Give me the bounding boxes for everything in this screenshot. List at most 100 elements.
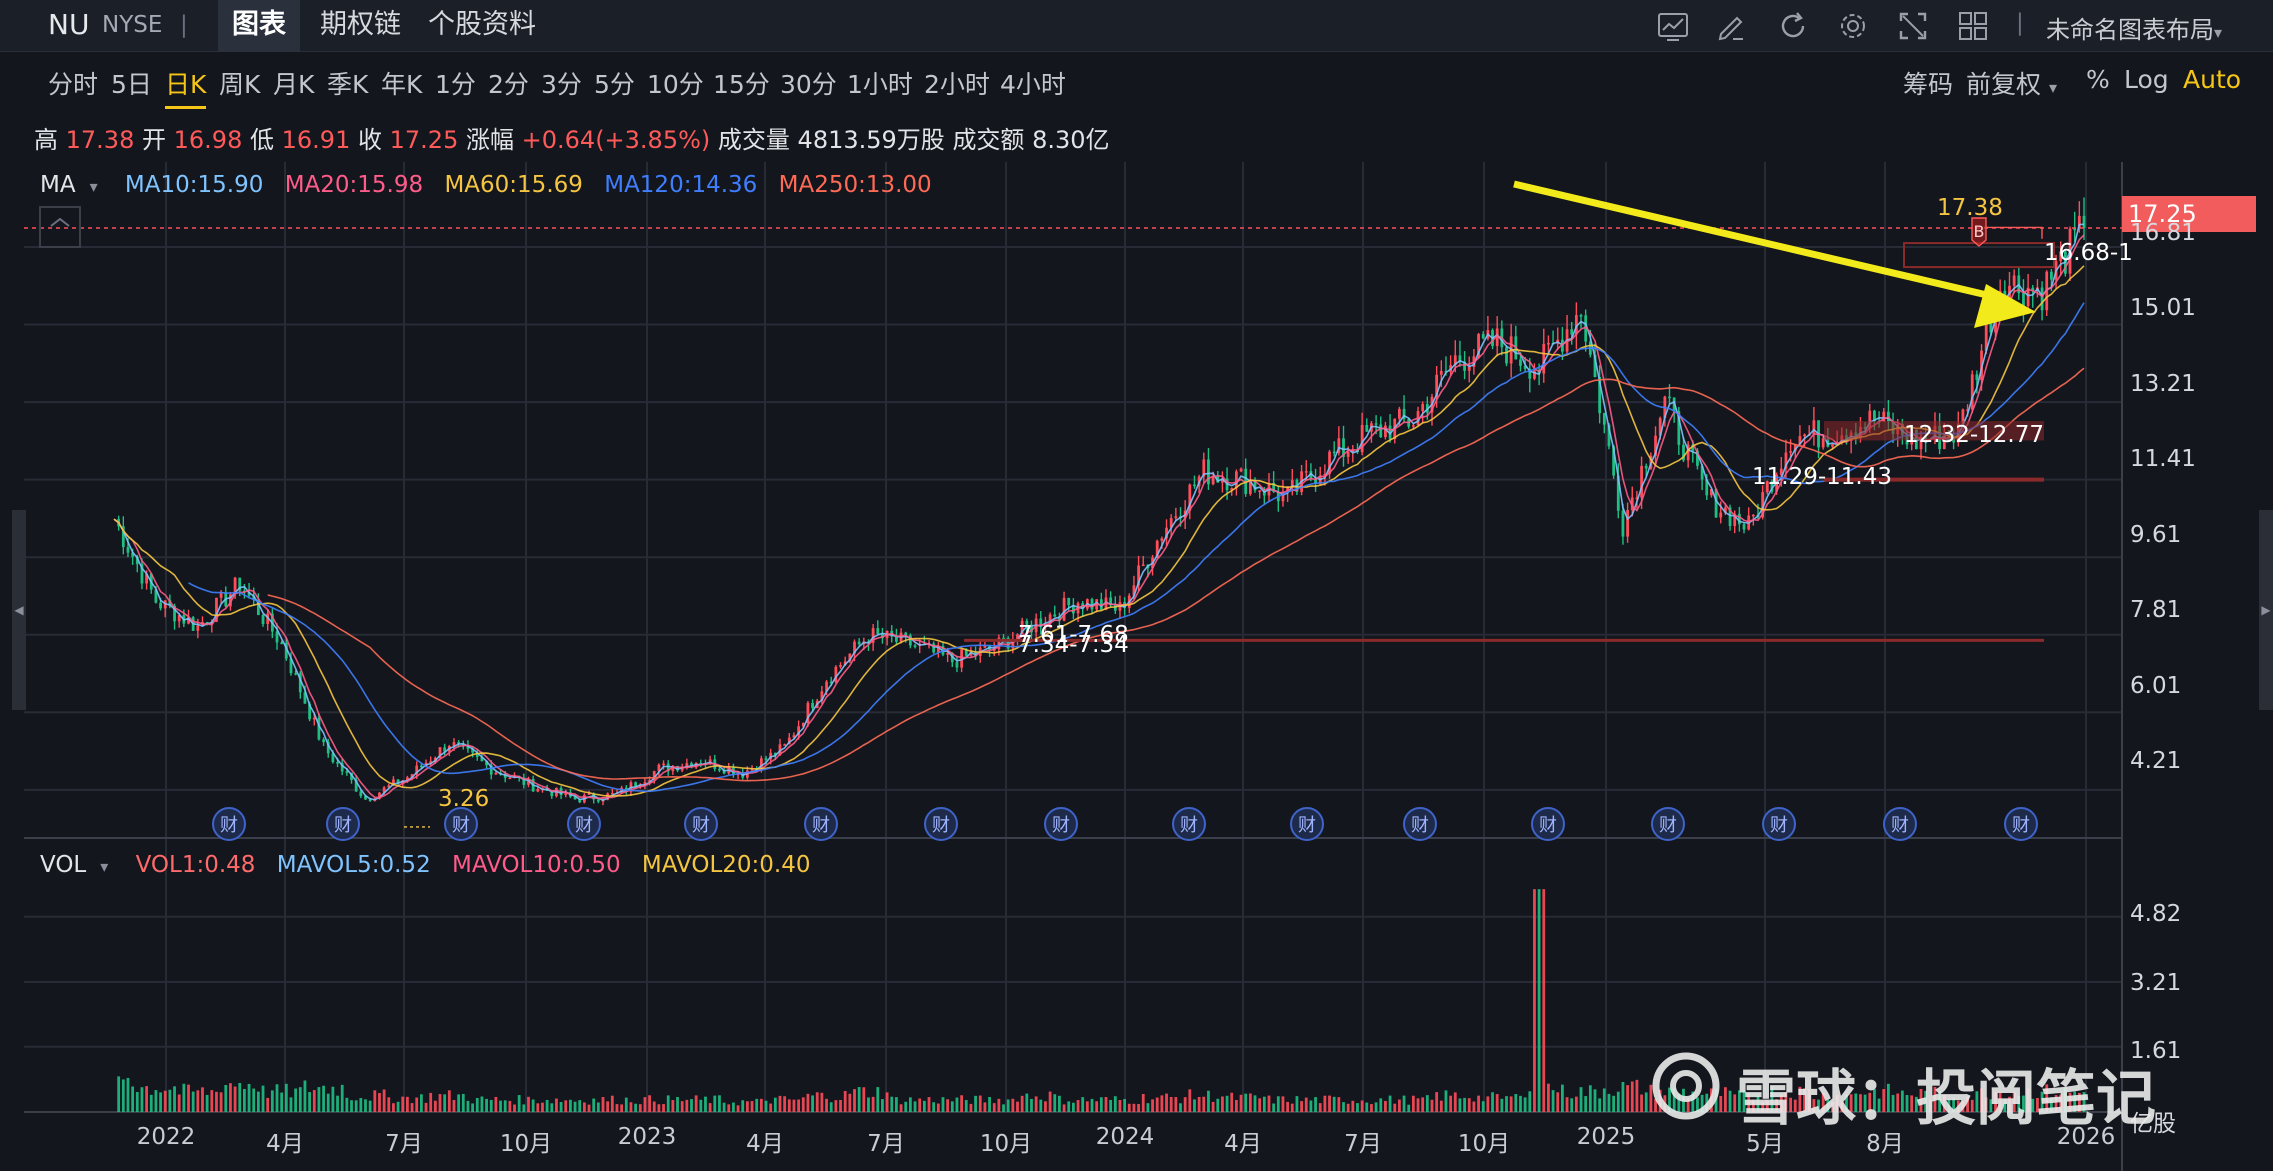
candle-body — [2059, 251, 2063, 262]
volume-bar — [396, 1101, 400, 1112]
vol-indicator-name[interactable]: VOL — [40, 852, 87, 878]
volume-bar — [592, 1098, 596, 1112]
candle-body — [1304, 471, 1308, 473]
volume-bar — [555, 1098, 558, 1112]
layout-dropdown[interactable]: 未命名图表布局▾ — [2046, 10, 2222, 45]
chips-button[interactable]: 筹码 — [1903, 70, 1954, 99]
left-panel-handle[interactable]: ◀ — [12, 510, 26, 710]
chart-icon[interactable] — [1655, 8, 1691, 44]
log-toggle[interactable]: Log — [2124, 65, 2169, 94]
volume-bar — [1840, 1100, 1844, 1112]
kline-chart[interactable]: B 财 财 财 财 财 财 财 财 财 财 财 财 财 财 财 财 — [24, 162, 2144, 1171]
chevron-down-icon[interactable]: ▾ — [100, 857, 109, 876]
refresh-icon[interactable] — [1775, 8, 1811, 44]
grid-layout-icon[interactable] — [1955, 8, 1991, 44]
support-range-3: 11.29-11.43 — [1752, 464, 1892, 490]
period-2min[interactable]: 2分 — [488, 70, 529, 99]
vol-unit-label: 亿股 — [2130, 1111, 2176, 1137]
price-axis[interactable]: 16.81 15.01 13.21 11.41 9.61 7.81 6.01 4… — [2122, 162, 2273, 842]
fullscreen-icon[interactable] — [1895, 8, 1931, 44]
period-15min[interactable]: 15分 — [713, 70, 770, 99]
candle-body — [1379, 424, 1383, 438]
period-1hour[interactable]: 1小时 — [847, 70, 913, 99]
period-5min[interactable]: 5分 — [594, 70, 635, 99]
candle-body — [1211, 476, 1215, 485]
volume-bar — [1803, 1088, 1806, 1112]
earnings-marker-label: 财 — [1539, 815, 1557, 836]
volume-bar — [1854, 1093, 1858, 1112]
period-30min[interactable]: 30分 — [780, 70, 837, 99]
volume-bar — [2040, 1091, 2044, 1112]
volume-bar — [839, 1100, 842, 1112]
period-monthly[interactable]: 月K — [273, 70, 315, 99]
volume-bar — [615, 1104, 619, 1112]
tab-chart[interactable]: 图表 — [218, 0, 300, 52]
period-4hour[interactable]: 4小时 — [1000, 70, 1066, 99]
chart-area[interactable]: B 财 财 财 财 财 财 财 财 财 财 财 财 财 财 财 财 MA ▾ MA10:15.90 MA20:15… — [24, 162, 2144, 1171]
ma10-line — [113, 223, 2085, 802]
right-panel-handle[interactable]: ▶ — [2259, 510, 2273, 710]
period-yearly[interactable]: 年K — [381, 70, 423, 99]
earnings-marker — [1403, 807, 1437, 841]
auto-toggle[interactable]: Auto — [2183, 65, 2242, 94]
period-2hour[interactable]: 2小时 — [924, 70, 990, 99]
tab-option-chain[interactable]: 期权链 — [320, 9, 401, 40]
period-quarterly[interactable]: 季K — [327, 70, 369, 99]
volume-bar — [843, 1090, 847, 1112]
volume-bar — [941, 1097, 945, 1112]
volume-bar — [461, 1093, 465, 1112]
volume-bar — [527, 1096, 530, 1112]
volume-bar — [173, 1086, 176, 1112]
candle-body — [1006, 637, 1010, 649]
volume-bar — [1053, 1094, 1057, 1112]
candle-body — [1346, 451, 1350, 457]
adjust-dropdown[interactable]: 前复权 ▾ — [1966, 65, 2057, 101]
gear-icon[interactable] — [1835, 8, 1871, 44]
earnings-marker — [924, 807, 958, 841]
candle-body — [1402, 408, 1406, 420]
ma10-label: MA10:15.90 — [124, 172, 264, 198]
percent-toggle[interactable]: % — [2086, 65, 2110, 94]
period-10min[interactable]: 10分 — [647, 70, 704, 99]
volume-bar — [1882, 1088, 1886, 1112]
period-daily[interactable]: 日K — [165, 65, 207, 109]
volume-bar — [1509, 1096, 1513, 1112]
ma-indicator-name[interactable]: MA — [40, 172, 76, 198]
volume-bar — [1435, 1092, 1439, 1112]
volume-bar — [1370, 1104, 1373, 1112]
volume-bar — [340, 1084, 344, 1112]
volume-bar — [690, 1099, 693, 1112]
candle-body — [1258, 490, 1262, 492]
volume-bar — [755, 1098, 759, 1112]
volume-bar — [1505, 1096, 1508, 1112]
volume-bar — [1859, 1094, 1862, 1112]
chevron-down-icon[interactable]: ▾ — [89, 177, 98, 196]
candle-body — [1244, 468, 1248, 494]
earnings-marker-label: 财 — [220, 815, 238, 836]
volume-bar — [1202, 1096, 1206, 1112]
candle-body — [1216, 476, 1220, 483]
period-3min[interactable]: 3分 — [541, 70, 582, 99]
x-tick: 5月 — [1746, 1131, 1784, 1157]
candle-body — [317, 717, 321, 740]
candle-body — [1612, 446, 1616, 476]
candle-body — [871, 628, 875, 643]
candle-body — [298, 673, 302, 693]
candle-body — [475, 752, 479, 758]
period-intraday[interactable]: 分时 — [48, 70, 99, 99]
volume-bar — [1332, 1096, 1336, 1112]
symbol-label[interactable]: NU — [48, 8, 90, 41]
volume-bar — [1225, 1095, 1229, 1112]
volume-bar — [867, 1097, 870, 1112]
period-weekly[interactable]: 周K — [219, 70, 261, 99]
candle-body — [1770, 481, 1774, 492]
period-1min[interactable]: 1分 — [435, 70, 476, 99]
pencil-icon[interactable] — [1713, 8, 1749, 44]
tab-stock-profile[interactable]: 个股资料 — [428, 9, 536, 40]
candle-body — [671, 765, 675, 772]
period-5day[interactable]: 5日 — [111, 70, 152, 99]
candle-body — [489, 765, 493, 775]
earnings-marker-label: 财 — [1659, 815, 1677, 836]
volume-bar — [927, 1097, 931, 1112]
candle-body — [876, 628, 880, 634]
